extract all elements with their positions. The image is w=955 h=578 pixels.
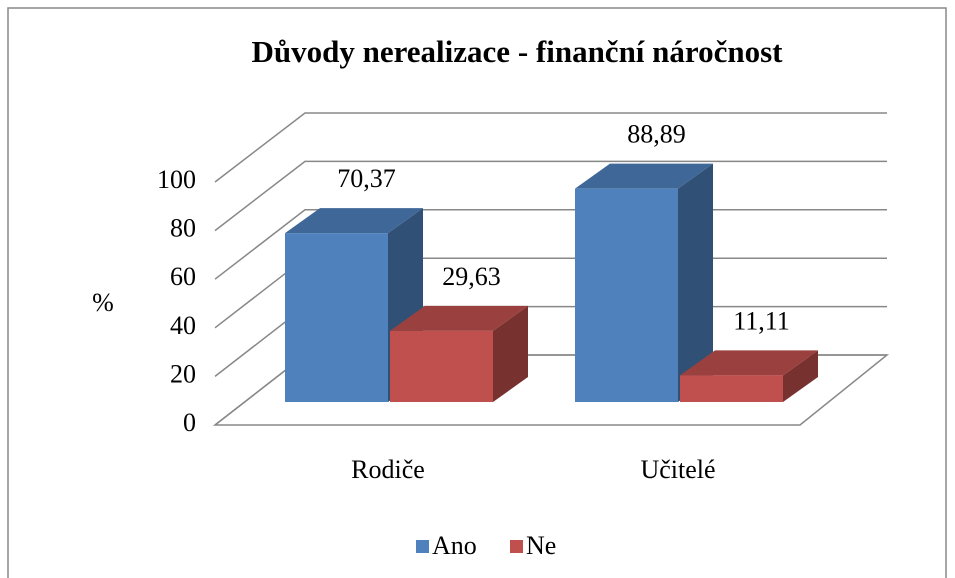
y-axis-label: % (92, 288, 114, 317)
bar-top (680, 350, 818, 376)
y-tick-label: 0 (183, 408, 196, 437)
bar-side (493, 305, 528, 402)
grid-line (214, 160, 887, 232)
bar (285, 233, 388, 402)
bar-top (285, 208, 423, 234)
chart-frame (7, 7, 947, 578)
legend-swatch (416, 540, 429, 553)
legend-swatch (510, 540, 523, 553)
y-tick-label: 100 (157, 165, 196, 194)
bar (575, 188, 678, 402)
chart-title: Důvody nerealizace - finanční náročnost (251, 34, 783, 69)
y-tick-label: 20 (170, 359, 196, 388)
bar-top (390, 305, 528, 331)
data-label: 11,11 (733, 306, 790, 335)
bar-side (678, 163, 713, 402)
bar (390, 330, 493, 402)
legend-label: Ne (526, 531, 556, 560)
x-tick-label: Učitelé (640, 455, 715, 484)
y-tick-label: 80 (170, 214, 196, 243)
y-tick-label: 60 (170, 262, 196, 291)
data-label: 70,37 (337, 164, 396, 193)
grid-line (214, 112, 887, 183)
data-label: 29,63 (442, 262, 501, 291)
legend-label: Ano (432, 531, 477, 560)
bar (680, 375, 783, 402)
bar-side (783, 350, 818, 402)
bar-top (575, 163, 713, 189)
x-tick-label: Rodiče (351, 455, 425, 484)
y-tick-label: 40 (170, 311, 196, 340)
data-label: 88,89 (627, 120, 686, 149)
